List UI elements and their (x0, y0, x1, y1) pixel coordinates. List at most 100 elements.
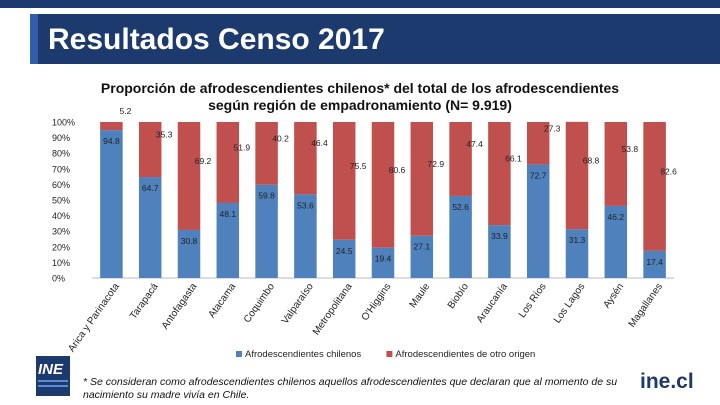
y-tick-label: 100% (52, 118, 75, 128)
data-label: 33.9 (491, 231, 508, 241)
data-label: 69.2 (195, 156, 212, 166)
category-label: Valparaíso (280, 281, 316, 326)
bar-segment (177, 122, 201, 230)
legend-swatch (386, 351, 393, 357)
bar-segment (488, 122, 511, 226)
bar-segment (604, 205, 628, 278)
bar-segment (100, 130, 123, 278)
bar-segment (410, 235, 434, 278)
category-label: Arica y Parinacota (66, 281, 122, 354)
y-tick-label: 10% (52, 258, 70, 268)
y-tick-label: 80% (52, 149, 70, 159)
category-label: Maule (408, 281, 433, 310)
legend-label: Afrodescendientes chilenos (245, 349, 361, 360)
bar-segment (138, 177, 162, 278)
page-title: Resultados Censo 2017 (48, 23, 385, 56)
y-tick-label: 70% (52, 164, 70, 174)
bar-segment (255, 122, 278, 185)
y-tick-label: 20% (52, 242, 70, 252)
y-tick-label: 60% (52, 180, 70, 190)
data-label: 51.9 (234, 142, 251, 152)
category-label: O'Higgins (360, 281, 394, 323)
data-label: 80.6 (389, 165, 406, 175)
bar-segment (526, 122, 550, 165)
bar-segment (371, 122, 395, 248)
data-label: 31.3 (569, 235, 586, 245)
data-label: 19.4 (375, 254, 392, 264)
data-label: 53.8 (622, 144, 639, 154)
bar-segment (449, 195, 472, 278)
footnote-line1: * Se consideran como afrodescendientes c… (83, 376, 618, 388)
data-label: 27.1 (414, 242, 431, 252)
data-label: 94.8 (103, 136, 120, 146)
data-label: 27.3 (544, 123, 561, 133)
chart-title-line1: Proporción de afrodescendientes chilenos… (100, 80, 620, 96)
data-label: 40.2 (272, 133, 289, 143)
y-tick-label: 40% (52, 211, 70, 221)
bar-segment (216, 122, 240, 203)
category-label: Magallanes (627, 281, 665, 329)
footnote: * Se consideran como afrodescendientes c… (83, 376, 643, 402)
data-label: 72.9 (428, 159, 445, 169)
data-label: 47.4 (466, 139, 483, 149)
bar-segment (410, 122, 434, 236)
legend-label: Afrodescendientes de otro origen (395, 349, 535, 360)
bar-segment (294, 194, 317, 278)
bar-segment (449, 122, 472, 196)
category-label: Biobío (446, 281, 472, 311)
category-label: Los Ríos (517, 281, 549, 320)
data-label: 35.3 (156, 130, 173, 140)
category-label: Araucanía (475, 281, 510, 325)
title-accent (30, 14, 38, 64)
data-label: 30.8 (181, 236, 198, 246)
bar-segment (565, 121, 589, 230)
category-label: Los Lagos (552, 281, 587, 325)
title-banner (30, 14, 720, 64)
category-label: Tarapacá (128, 281, 161, 321)
data-label: 46.4 (311, 138, 328, 148)
data-label: 52.6 (452, 202, 469, 212)
bar-segment (488, 225, 511, 278)
category-label: Coquimbo (242, 281, 277, 325)
data-label: 75.5 (350, 161, 367, 171)
footnote-line2: nacimiento su madre vivía en Chile. (83, 389, 250, 401)
data-label: 66.1 (505, 154, 522, 164)
bar-segment (604, 122, 628, 206)
ine-logo-stripe (38, 385, 68, 387)
chart-title-line2: según región de empadronamiento (N= 9.91… (208, 97, 512, 113)
ine-cl-logo: ine.cl (640, 370, 694, 393)
top-bar (0, 0, 720, 8)
data-label: 48.1 (220, 209, 237, 219)
bar-segment (526, 164, 550, 278)
data-label: 24.5 (336, 246, 353, 256)
data-label: 46.2 (608, 212, 625, 222)
bar-segment (138, 122, 162, 178)
legend-swatch (236, 351, 242, 357)
ine-logo: INE (36, 356, 70, 396)
bar-segment (294, 122, 317, 195)
bar-segment (565, 229, 589, 278)
bar-segment (371, 247, 395, 278)
bar-segment (332, 239, 356, 278)
data-label: 82.6 (660, 166, 677, 176)
bar-segment (643, 250, 666, 278)
data-label: 64.7 (142, 183, 159, 193)
ine-logo-text: INE (38, 361, 64, 378)
category-label: Metropolitana (311, 281, 355, 337)
bar-segment (216, 202, 240, 278)
bar-segment (177, 229, 201, 278)
data-label: 68.8 (583, 156, 600, 166)
data-label: 53.6 (297, 200, 314, 210)
bar-segment (643, 122, 666, 251)
category-label: Atacama (207, 281, 239, 320)
bar-segment (255, 184, 278, 278)
ine-logo-stripe (38, 380, 68, 382)
category-label: Antofagasta (160, 281, 200, 331)
data-label: 59.8 (258, 191, 275, 201)
bar-segment (332, 122, 356, 240)
data-label: 17.4 (646, 257, 663, 267)
y-tick-label: 0% (52, 274, 65, 284)
y-tick-label: 50% (52, 196, 70, 206)
data-label: 5.2 (119, 106, 131, 116)
